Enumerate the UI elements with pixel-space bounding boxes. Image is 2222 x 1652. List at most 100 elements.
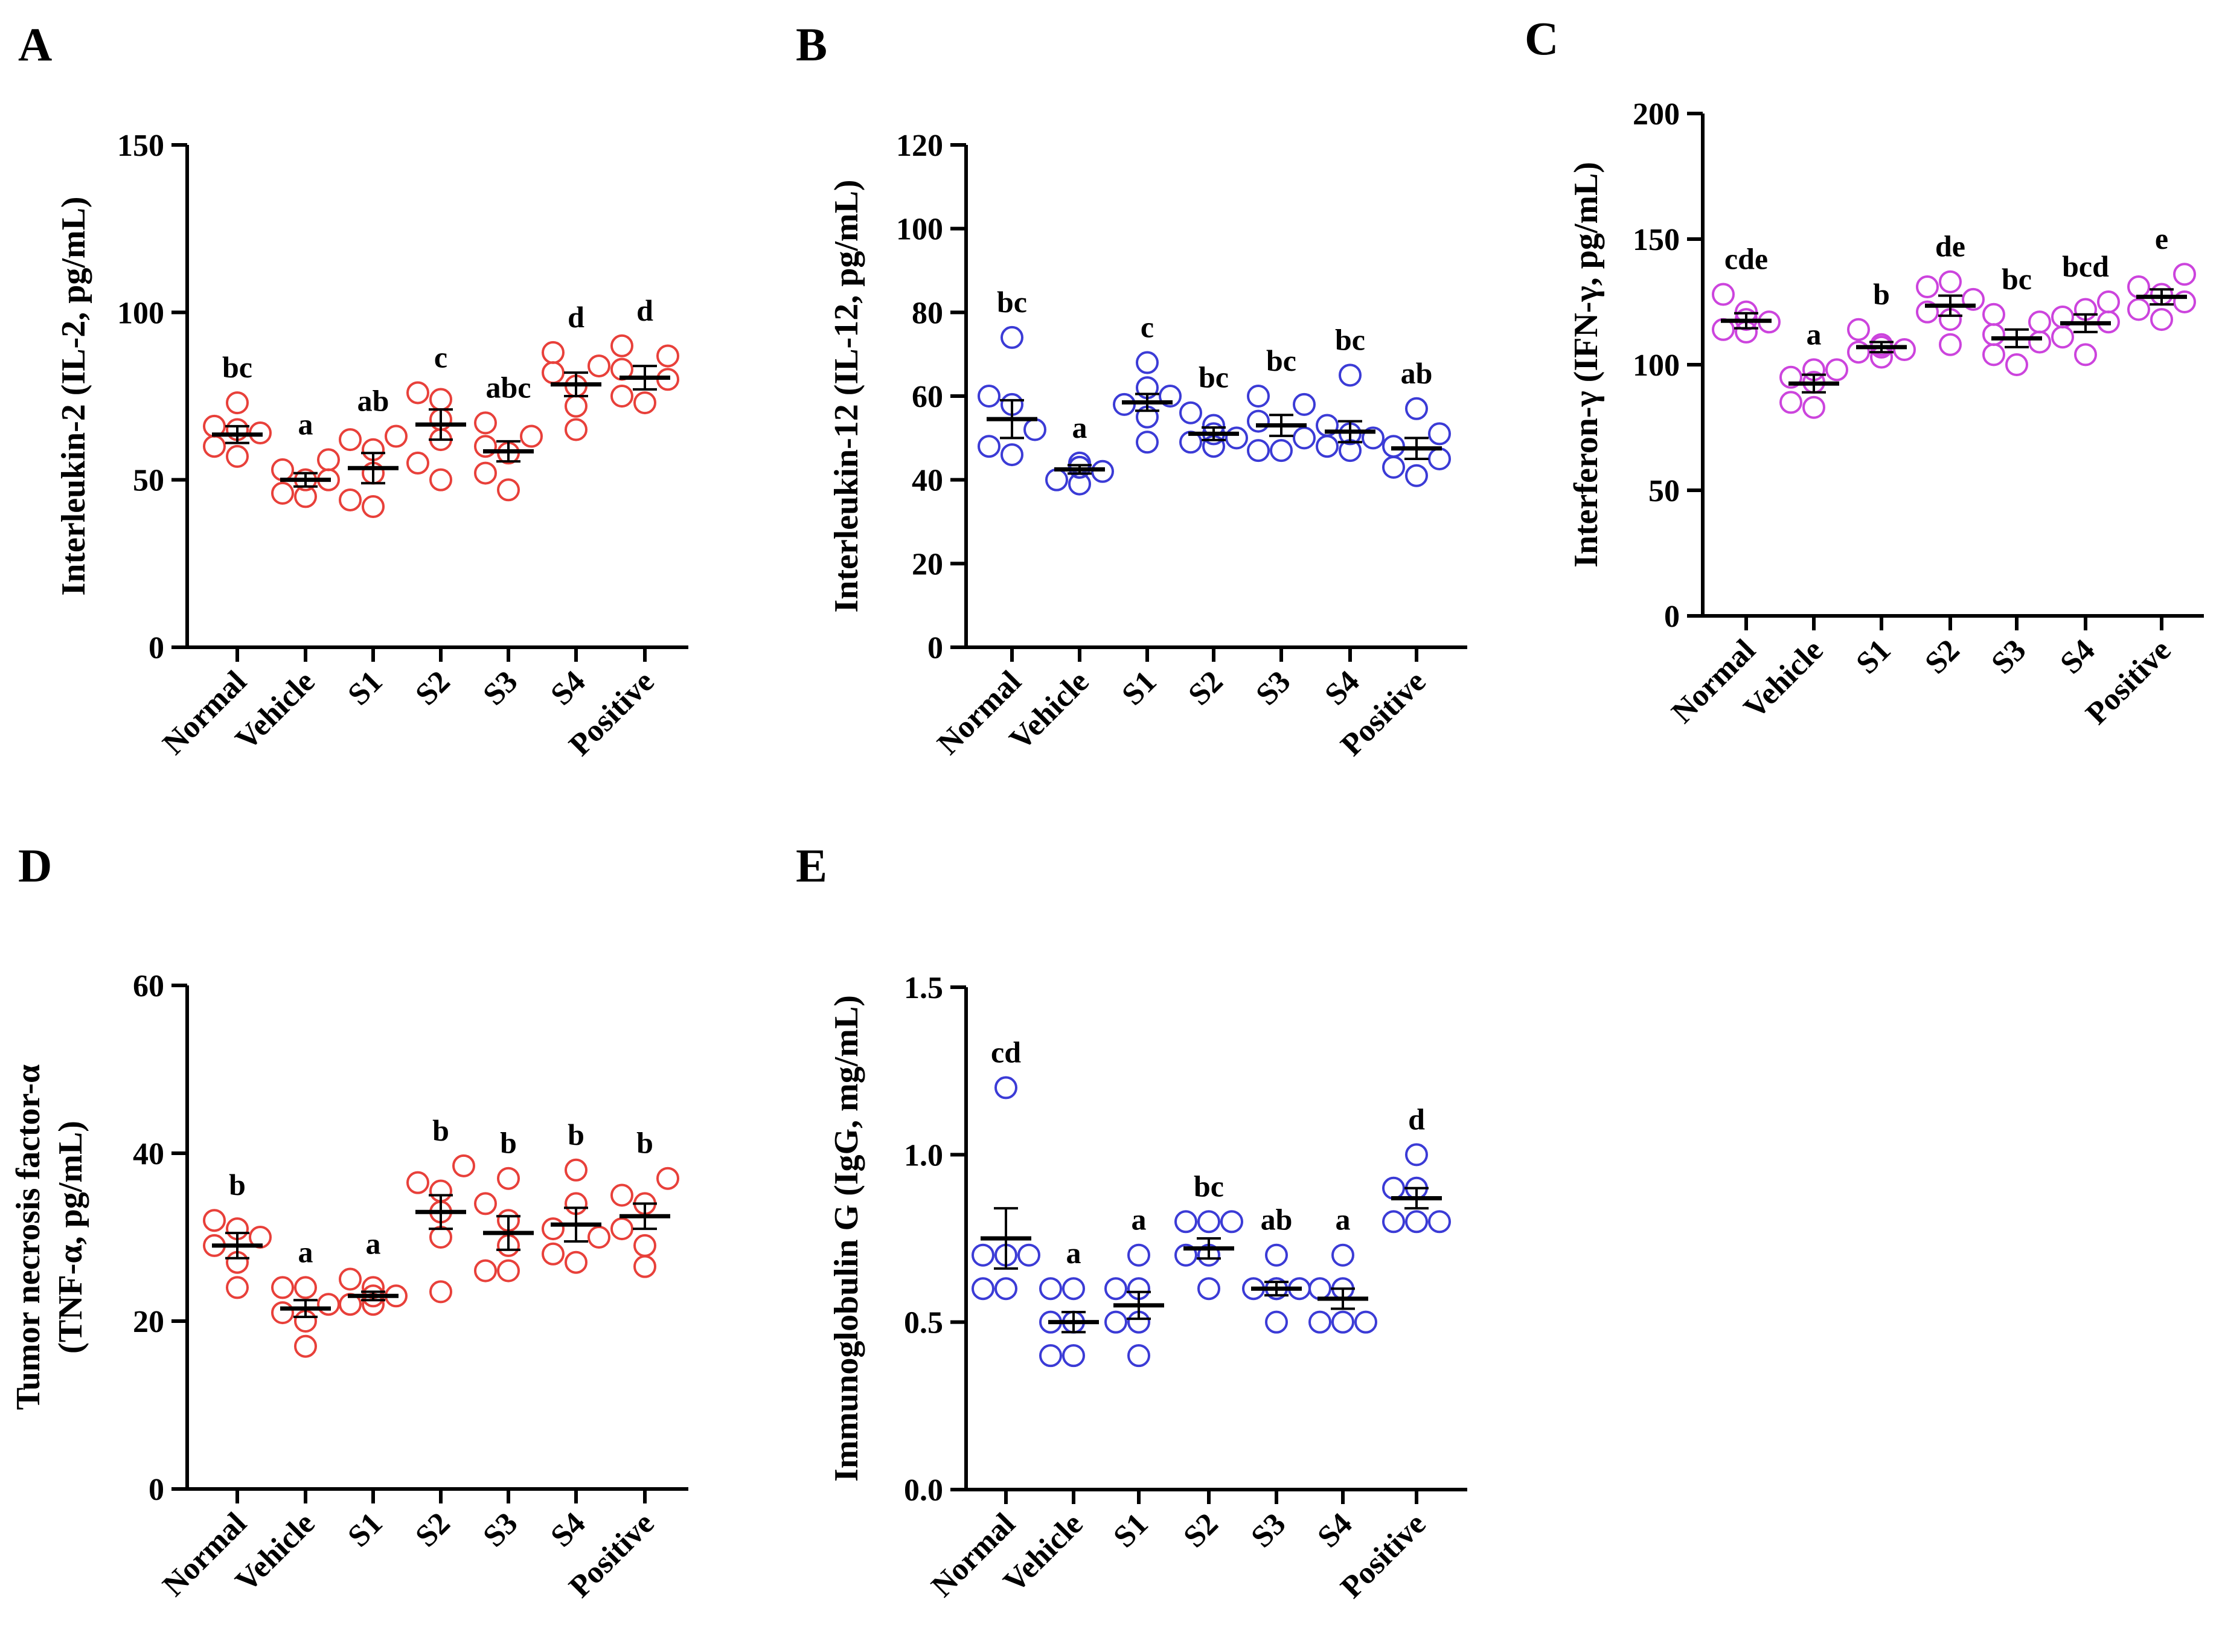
y-tick-label: 0.5 [904, 1306, 943, 1340]
data-point [1017, 1243, 1040, 1267]
significance-letter: a [1132, 1203, 1147, 1237]
panel-letter-a: A [18, 18, 52, 71]
data-point [1265, 1243, 1288, 1267]
significance-letter: a [1066, 1236, 1081, 1270]
data-point [1001, 443, 1023, 467]
y-tick-label: 1.0 [904, 1138, 943, 1173]
data-point [972, 1243, 994, 1267]
significance-letter: a [366, 1227, 381, 1261]
data-point [294, 1276, 317, 1299]
significance-letter: a [1072, 411, 1087, 444]
significance-letter: e [2155, 222, 2168, 255]
significance-letter: b [1873, 277, 1890, 311]
data-point [1339, 363, 1362, 387]
significance-letter: a [298, 407, 313, 441]
data-point [610, 1217, 633, 1241]
data-point [406, 451, 429, 475]
data-point [1405, 397, 1428, 420]
y-axis-title-line: Tumor necrosis factor-α [10, 1065, 47, 1410]
data-point [1179, 401, 1202, 424]
y-tick-label: 40 [912, 464, 943, 498]
data-point [1039, 1344, 1062, 1368]
y-tick-label: 20 [912, 547, 943, 581]
data-point [385, 424, 408, 448]
data-point [1779, 365, 1802, 389]
data-point [610, 385, 633, 408]
data-point [1893, 338, 1916, 362]
data-point [1331, 1310, 1354, 1334]
y-tick-label: 0.0 [904, 1473, 943, 1508]
y-tick-label: 0 [149, 1473, 164, 1507]
panel-letter-b: B [796, 18, 827, 71]
data-point [2028, 310, 2051, 334]
data-point [271, 1301, 294, 1325]
significance-letter: de [1935, 229, 1965, 263]
significance-letter: bc [222, 350, 252, 384]
significance-letter: d [636, 293, 653, 327]
data-point [226, 391, 249, 415]
data-point [1136, 351, 1159, 374]
significance-letter: bcd [2062, 249, 2109, 283]
data-point [972, 1277, 994, 1301]
significance-letter: d [1408, 1102, 1425, 1136]
data-point [1127, 1243, 1150, 1267]
data-point [1916, 300, 1939, 324]
data-point [2150, 308, 2173, 331]
significance-letter: b [229, 1168, 246, 1202]
data-point [1104, 1310, 1127, 1334]
data-point [1316, 414, 1339, 437]
y-tick-label: 0 [149, 631, 164, 665]
data-point [588, 354, 610, 378]
significance-letter: bc [2002, 262, 2032, 296]
y-axis-title: Interferon-γ (IFN-γ, pg/mL) [1567, 162, 1605, 568]
data-point [542, 341, 565, 364]
significance-letter: ab [357, 384, 389, 418]
data-point [1802, 395, 1825, 419]
data-point [1174, 1243, 1197, 1267]
data-point [542, 1242, 565, 1266]
data-point [1197, 1210, 1220, 1234]
data-point [1001, 325, 1023, 349]
significance-letter: abc [486, 370, 531, 404]
data-point [429, 468, 452, 491]
significance-letter: b [500, 1126, 517, 1160]
data-point [1847, 341, 1870, 364]
data-point [474, 1259, 497, 1282]
data-point [1405, 464, 1428, 487]
data-point [1331, 1243, 1354, 1267]
y-axis-title-line: (TNF-α, pg/mL) [52, 1121, 89, 1354]
significance-letter: a [1807, 317, 1822, 351]
data-point [1354, 1310, 1377, 1334]
data-point [497, 478, 520, 502]
data-point [610, 334, 633, 357]
data-point [978, 435, 1001, 458]
y-tick-label: 200 [1633, 97, 1680, 132]
significance-letter: bc [1335, 322, 1365, 356]
data-point [1220, 1210, 1243, 1234]
y-tick-label: 50 [1648, 474, 1680, 508]
y-tick-label: 0 [1664, 600, 1680, 634]
data-point [1174, 1210, 1197, 1234]
panel-letter-d: D [18, 839, 52, 892]
data-point [2127, 298, 2150, 321]
data-point [1062, 1277, 1085, 1301]
data-point [520, 424, 543, 448]
data-point [2173, 263, 2196, 286]
data-point [203, 1209, 226, 1232]
data-point [1265, 1310, 1288, 1334]
y-tick-label: 1.5 [904, 971, 943, 1005]
data-point [474, 411, 497, 435]
data-point [1405, 1210, 1428, 1234]
significance-letter: b [432, 1113, 449, 1147]
data-point [565, 418, 588, 441]
data-point [565, 1250, 588, 1274]
data-point [1870, 333, 1893, 356]
significance-letter: b [636, 1126, 653, 1160]
data-point [1247, 385, 1270, 408]
data-point [656, 344, 679, 368]
data-point [1847, 318, 1870, 341]
data-point [1104, 1277, 1127, 1301]
significance-letter: a [298, 1235, 313, 1269]
data-point [1962, 287, 1985, 311]
data-point [339, 488, 362, 511]
